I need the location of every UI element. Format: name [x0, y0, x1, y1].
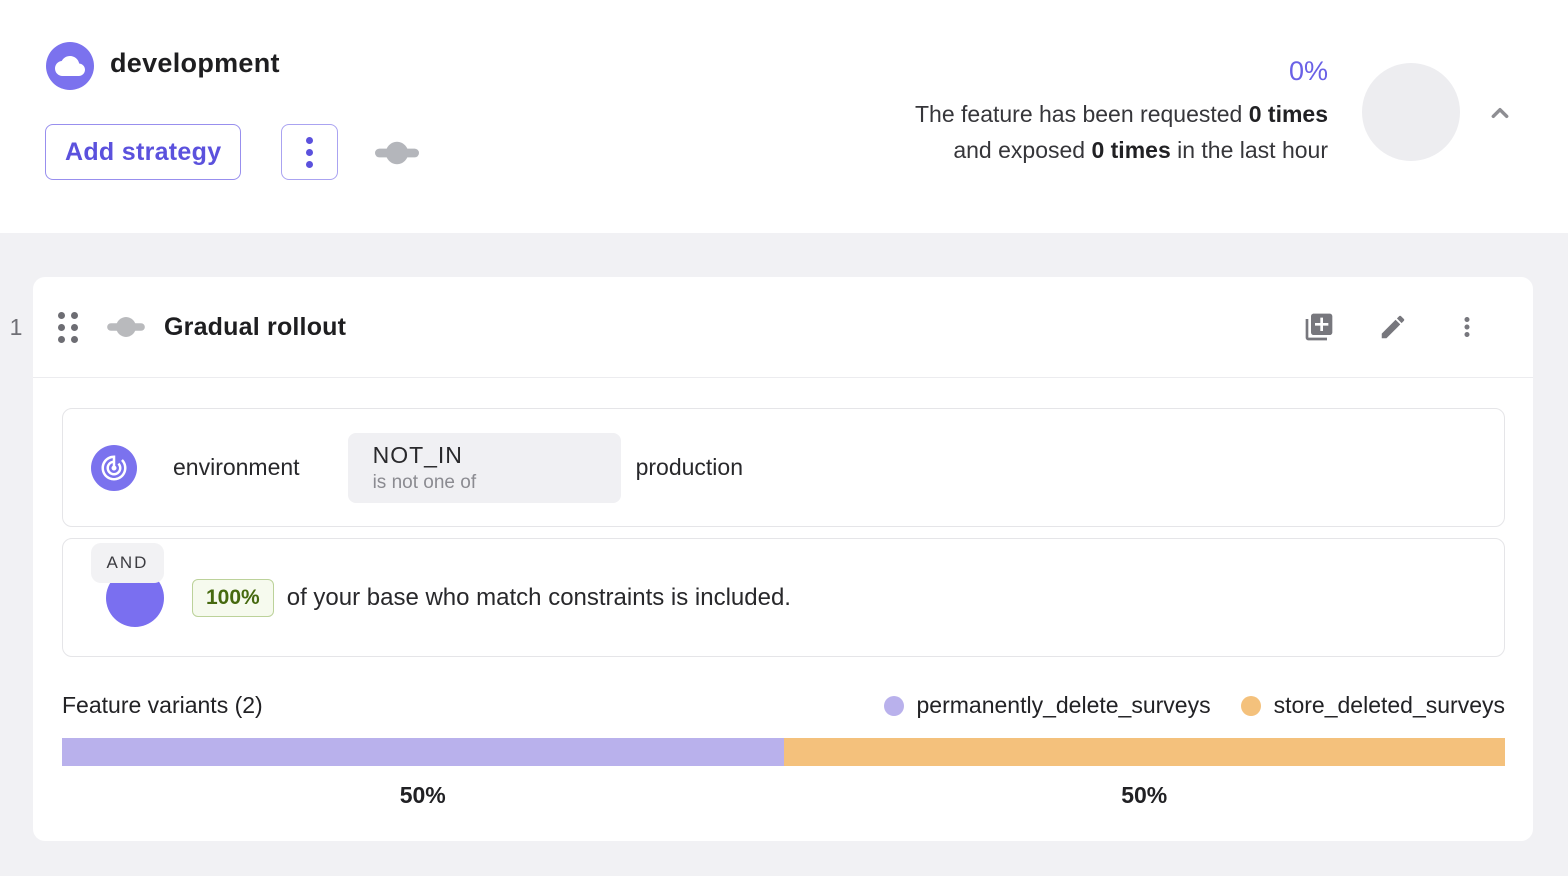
- variants-legend: permanently_delete_surveys store_deleted…: [883, 692, 1505, 719]
- strategy-order-number: 1: [9, 314, 23, 340]
- variants-distribution-bar: [62, 738, 1505, 766]
- rollout-description: of your base who match constraints is in…: [286, 583, 791, 611]
- drag-handle-icon[interactable]: [58, 311, 78, 343]
- constraint-value: production: [635, 454, 743, 480]
- legend-label: permanently_delete_surveys: [916, 692, 1211, 718]
- variants-heading: Feature variants (2): [62, 692, 263, 718]
- copy-strategy-icon: [1305, 313, 1333, 341]
- legend-item: permanently_delete_surveys: [883, 692, 1211, 719]
- cloud-icon: [46, 42, 94, 90]
- chevron-up-icon: [1491, 107, 1509, 119]
- constraint-operator-description: is not one of: [372, 471, 477, 493]
- variant-bar-segment: [783, 738, 1505, 766]
- constraint-context-field: environment: [173, 454, 300, 480]
- environment-title: development: [110, 48, 280, 78]
- edit-strategy-button[interactable]: [1377, 311, 1409, 343]
- environment-toggle-icon[interactable]: [372, 139, 422, 167]
- variant-orange-dot-icon: [1240, 695, 1261, 716]
- copy-strategy-button[interactable]: [1303, 311, 1335, 343]
- kebab-menu-icon: [1464, 317, 1470, 337]
- collapse-header-button[interactable]: [1484, 97, 1516, 129]
- constraint-row: environment NOT_IN is not one of product…: [62, 408, 1505, 527]
- and-conjunction-chip: AND: [91, 543, 164, 583]
- constraint-operator-chip: NOT_IN is not one of: [347, 432, 621, 503]
- legend-item: store_deleted_surveys: [1240, 692, 1505, 719]
- add-strategy-button[interactable]: Add strategy: [45, 124, 242, 180]
- constraint-target-icon: [91, 444, 137, 491]
- exposure-percentage: 0%: [1288, 56, 1328, 86]
- environment-more-options-button[interactable]: [281, 124, 338, 180]
- variants-percentage-labels: 50% 50%: [62, 782, 1505, 809]
- rollout-row: 100% of your base who match constraints …: [62, 538, 1505, 657]
- variant-bar-segment: [62, 738, 784, 766]
- strategy-more-options-button[interactable]: [1451, 311, 1483, 343]
- rollout-slider-icon: [105, 315, 147, 339]
- variant-percentage-label: 50%: [1121, 782, 1168, 808]
- strategy-card-body: environment NOT_IN is not one of product…: [33, 408, 1533, 809]
- avatar[interactable]: [1362, 63, 1460, 161]
- rollout-percentage-badge: 100%: [192, 578, 274, 617]
- strategy-card-header: Gradual rollout: [33, 277, 1533, 378]
- metrics-line-2: and exposed 0 times in the last hour: [953, 137, 1328, 163]
- environment-header: development Add strategy 0% The feature …: [0, 0, 1568, 233]
- variants-header: Feature variants (2) permanently_delete_…: [62, 692, 1505, 719]
- legend-label: store_deleted_surveys: [1273, 692, 1505, 718]
- kebab-menu-icon: [306, 136, 313, 144]
- edit-icon: [1381, 315, 1405, 339]
- metrics-summary: 0% The feature has been requested 0 time…: [915, 56, 1328, 168]
- metrics-line-1: The feature has been requested 0 times: [914, 101, 1328, 127]
- variant-percentage-label: 50%: [399, 782, 446, 808]
- variant-purple-dot-icon: [883, 695, 904, 716]
- constraint-operator: NOT_IN: [372, 441, 463, 468]
- strategy-actions: [1303, 311, 1483, 343]
- strategy-card: Gradual rollout: [33, 277, 1533, 841]
- strategy-title: Gradual rollout: [164, 312, 347, 341]
